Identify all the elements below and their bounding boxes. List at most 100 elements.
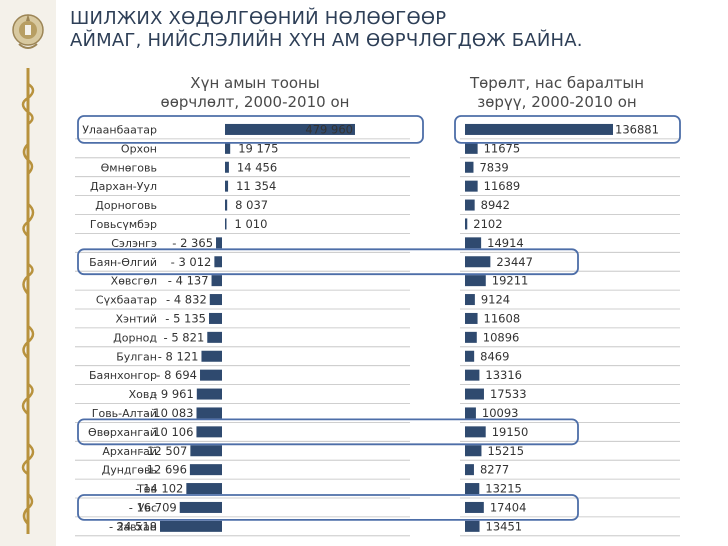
bar-left (209, 312, 222, 324)
value-label-right: 10896 (483, 330, 520, 344)
highlight-box-row (77, 494, 579, 521)
bar-right (465, 180, 478, 192)
value-label-left: 479 960 (305, 122, 353, 136)
value-label-right: 8942 (481, 198, 510, 212)
bar-left (207, 331, 222, 343)
category-label: Сүхбаатар (96, 294, 157, 307)
value-label-right: 19150 (492, 425, 529, 439)
value-label-left: 19 175 (238, 141, 278, 155)
value-label-left: - 24 518 (109, 519, 157, 533)
value-label-right: 13451 (486, 519, 523, 533)
sidebar-decoration (0, 0, 56, 546)
bar-left (196, 407, 222, 419)
category-label: Улаанбаатар (82, 123, 157, 136)
bar-right (465, 256, 491, 268)
bar-left (225, 180, 229, 192)
value-label-right: 19211 (492, 274, 529, 288)
category-label: Завхан (116, 520, 157, 533)
category-label: Баян-Өлгий (89, 256, 157, 269)
bar-right (465, 275, 486, 287)
bar-right (465, 426, 486, 438)
value-label-right: 17533 (490, 387, 527, 401)
bar-left (214, 256, 222, 268)
value-label-right: 8277 (480, 463, 509, 477)
bar-right (465, 123, 613, 135)
value-label-right: 11675 (484, 141, 521, 155)
bar-right (465, 350, 475, 362)
value-label-left: - 12 696 (139, 463, 187, 477)
value-label-right: 10093 (482, 406, 519, 420)
value-label-right: 14914 (487, 236, 524, 250)
category-label: Хэнтий (116, 312, 157, 325)
value-label-left: - 3 012 (171, 255, 212, 269)
category-label: Дундговь (102, 464, 157, 477)
category-label: Говьсүмбэр (90, 218, 157, 231)
value-label-right: 13215 (485, 482, 522, 496)
category-label: Баянхонгор (89, 369, 157, 382)
bar-left (189, 464, 222, 476)
category-label: Дорноговь (95, 199, 157, 212)
bar-left (196, 426, 222, 438)
value-label-right: 15215 (487, 444, 524, 458)
value-label-right: 13316 (485, 368, 522, 382)
bar-right (465, 331, 477, 343)
value-label-left: - 10 106 (145, 425, 193, 439)
category-label: Сэлэнгэ (111, 237, 157, 250)
category-label: Ховд (129, 388, 158, 401)
highlight-box-row (77, 418, 579, 446)
value-label-left: - 5 135 (165, 311, 206, 325)
value-label-left: - 10 083 (145, 406, 193, 420)
category-label: Өвөрхангай (88, 426, 157, 439)
bar-right (465, 369, 480, 381)
title-line-1: ШИЛЖИХ ХӨДӨЛГӨӨНИЙ НӨЛӨӨГӨӨР (70, 8, 447, 29)
value-label-right: 23447 (496, 255, 533, 269)
bar-left (225, 161, 229, 173)
bar-right (465, 199, 475, 211)
bar-left (216, 237, 222, 249)
mongolia-emblem-icon (12, 14, 44, 49)
bar-left (160, 520, 222, 532)
value-label-left: 1 010 (235, 217, 268, 231)
value-label-left: - 8 121 (158, 349, 199, 363)
value-label-right: 136881 (615, 122, 659, 136)
value-label-right: 17404 (490, 500, 527, 514)
highlight-box-right (454, 115, 681, 144)
category-label: Увс (138, 501, 157, 514)
bar-left (209, 294, 222, 306)
bar-right (465, 520, 480, 532)
bar-left (200, 369, 222, 381)
left-chart-title: Хүн амын тооны өөрчлөлт, 2000-2010 он (160, 74, 350, 111)
bar-left (186, 483, 222, 495)
bar-right (465, 388, 484, 400)
value-label-right: 11689 (484, 179, 521, 193)
bar-right (465, 464, 474, 476)
bar-right (465, 445, 482, 457)
bar-right (465, 483, 480, 495)
category-label: Хөвсгөл (111, 275, 157, 288)
category-label: Төв (136, 483, 157, 496)
bar-left (225, 199, 228, 211)
value-label-right: 7839 (479, 160, 508, 174)
bar-left (179, 501, 222, 513)
value-label-left: - 4 832 (166, 293, 207, 307)
bar-right (465, 161, 474, 173)
category-label: Говь-Алтай (92, 407, 157, 420)
bar-right (465, 407, 476, 419)
bar-right (465, 501, 484, 513)
value-label-left: 11 354 (236, 179, 276, 193)
value-label-right: 11608 (484, 311, 521, 325)
category-label: Өмнөговь (101, 161, 157, 174)
value-label-left: 14 456 (237, 160, 277, 174)
bar-left (196, 388, 222, 400)
bar-right (465, 142, 478, 154)
bar-left (201, 350, 222, 362)
highlight-box-row (77, 248, 579, 276)
bar-left (225, 142, 231, 154)
bar-right (465, 218, 468, 230)
value-label-right: 2102 (473, 217, 502, 231)
value-label-right: 8469 (480, 349, 509, 363)
category-label: Архангай (102, 445, 157, 458)
bar-right (465, 312, 478, 324)
category-label: Дархан-Уул (90, 180, 157, 193)
